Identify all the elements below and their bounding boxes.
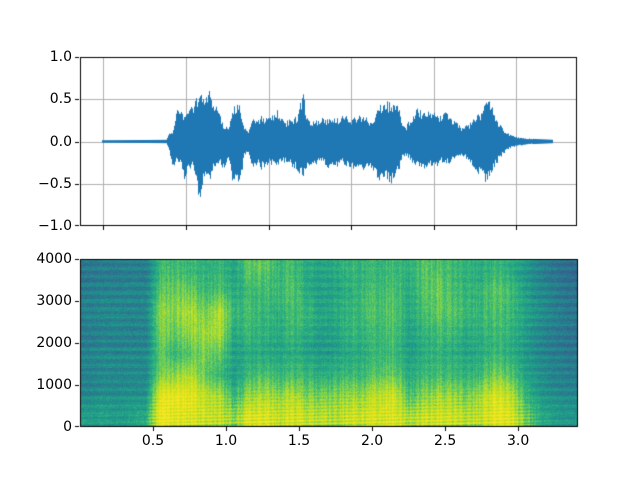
- spectrogram-ytick-label: 3000: [36, 293, 72, 309]
- spectrogram-xtick-label: 0.5: [141, 433, 165, 449]
- spectrogram-xtick-label: 3.0: [506, 433, 530, 449]
- waveform-ytick-label: −1.0: [38, 218, 72, 234]
- waveform-ytick-label: −0.5: [38, 175, 72, 192]
- spectrogram-xtick-label: 2.0: [360, 433, 384, 449]
- spectrogram-xtick-label: 1.5: [287, 433, 311, 449]
- spectrogram-xtick-label: 2.5: [433, 433, 457, 449]
- spectrogram-ytick-label: 2000: [36, 335, 72, 351]
- waveform-ytick-label: 0.0: [49, 133, 72, 150]
- spectrogram-xtick-label: 1.0: [214, 433, 238, 449]
- spectrogram-ytick-label: 4000: [36, 251, 72, 267]
- spectrogram-ytick-label: 1000: [36, 377, 72, 393]
- spectrogram-ytick-label: 0: [63, 419, 72, 435]
- spectrogram-plot-area: [80, 259, 578, 427]
- waveform-ytick-label: 0.5: [49, 91, 72, 108]
- waveform-ytick-label: 1.0: [49, 49, 72, 65]
- waveform-plot-area: [80, 57, 577, 226]
